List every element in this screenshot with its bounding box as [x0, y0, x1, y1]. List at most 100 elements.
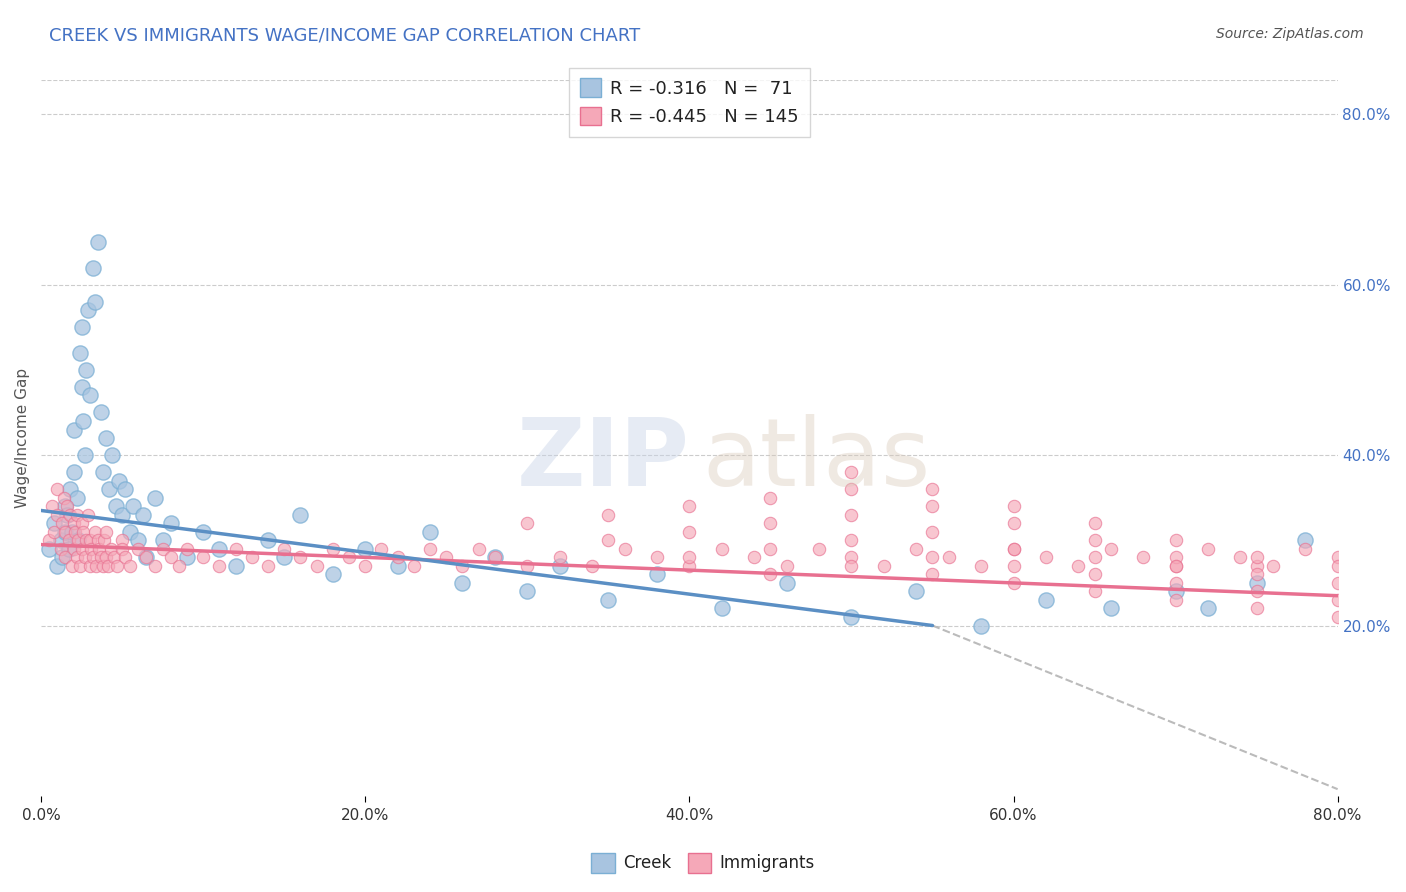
Legend: R = -0.316   N =  71, R = -0.445   N = 145: R = -0.316 N = 71, R = -0.445 N = 145	[569, 68, 810, 137]
Point	[257, 533, 280, 548]
Point	[370, 541, 392, 556]
Point	[152, 533, 174, 548]
Point	[1132, 550, 1154, 565]
Point	[419, 524, 441, 539]
Point	[59, 482, 82, 496]
Point	[759, 516, 782, 531]
Point	[152, 541, 174, 556]
Point	[257, 558, 280, 573]
Point	[46, 482, 69, 496]
Point	[1246, 558, 1268, 573]
Point	[645, 567, 668, 582]
Text: ZIP: ZIP	[516, 414, 689, 506]
Point	[49, 533, 72, 548]
Point	[42, 516, 65, 531]
Point	[69, 346, 91, 360]
Point	[240, 550, 263, 565]
Point	[208, 541, 231, 556]
Point	[66, 550, 89, 565]
Point	[73, 550, 96, 565]
Point	[76, 363, 98, 377]
Point	[62, 541, 84, 556]
Point	[1246, 584, 1268, 599]
Point	[51, 550, 73, 565]
Point	[94, 550, 117, 565]
Point	[52, 491, 75, 505]
Point	[645, 550, 668, 565]
Point	[516, 584, 538, 599]
Point	[921, 567, 943, 582]
Point	[66, 491, 89, 505]
Point	[775, 558, 797, 573]
Point	[613, 541, 636, 556]
Point	[1164, 593, 1187, 607]
Point	[905, 584, 928, 599]
Point	[55, 524, 77, 539]
Point	[1083, 567, 1105, 582]
Point	[841, 533, 863, 548]
Point	[1246, 567, 1268, 582]
Point	[87, 533, 110, 548]
Point	[94, 524, 117, 539]
Point	[419, 541, 441, 556]
Point	[70, 541, 93, 556]
Point	[83, 524, 105, 539]
Point	[759, 541, 782, 556]
Point	[1002, 541, 1025, 556]
Point	[56, 508, 79, 522]
Point	[91, 558, 114, 573]
Point	[402, 558, 425, 573]
Point	[46, 558, 69, 573]
Point	[1002, 541, 1025, 556]
Point	[970, 558, 993, 573]
Point	[111, 541, 134, 556]
Point	[581, 558, 603, 573]
Point	[484, 550, 506, 565]
Point	[132, 508, 155, 522]
Point	[598, 533, 620, 548]
Point	[1164, 533, 1187, 548]
Point	[176, 550, 198, 565]
Point	[1035, 550, 1057, 565]
Point	[143, 491, 166, 505]
Point	[841, 482, 863, 496]
Point	[759, 567, 782, 582]
Point	[120, 524, 142, 539]
Point	[79, 558, 101, 573]
Text: Source: ZipAtlas.com: Source: ZipAtlas.com	[1216, 27, 1364, 41]
Point	[273, 541, 295, 556]
Point	[167, 558, 190, 573]
Point	[1083, 533, 1105, 548]
Point	[93, 533, 115, 548]
Point	[120, 558, 142, 573]
Point	[1164, 558, 1187, 573]
Point	[678, 500, 700, 514]
Point	[63, 524, 86, 539]
Point	[38, 533, 60, 548]
Point	[108, 474, 131, 488]
Point	[905, 541, 928, 556]
Point	[1164, 584, 1187, 599]
Point	[72, 414, 94, 428]
Point	[159, 550, 181, 565]
Point	[101, 448, 124, 462]
Text: CREEK VS IMMIGRANTS WAGE/INCOME GAP CORRELATION CHART: CREEK VS IMMIGRANTS WAGE/INCOME GAP CORR…	[49, 27, 641, 45]
Point	[1083, 550, 1105, 565]
Point	[322, 541, 344, 556]
Point	[387, 558, 409, 573]
Point	[921, 500, 943, 514]
Point	[1164, 575, 1187, 590]
Point	[41, 500, 63, 514]
Point	[921, 482, 943, 496]
Point	[1099, 541, 1122, 556]
Point	[49, 541, 72, 556]
Point	[1326, 575, 1348, 590]
Point	[80, 541, 103, 556]
Point	[290, 550, 312, 565]
Point	[1002, 500, 1025, 514]
Point	[193, 524, 215, 539]
Point	[710, 601, 733, 615]
Point	[38, 541, 60, 556]
Point	[921, 524, 943, 539]
Point	[225, 558, 247, 573]
